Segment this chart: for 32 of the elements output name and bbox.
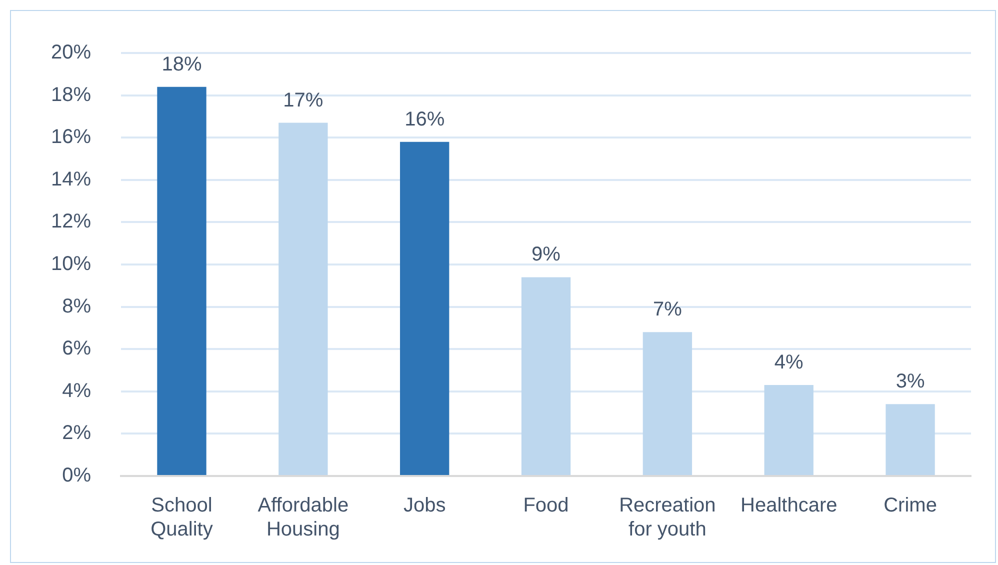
y-tick-label: 14% (51, 168, 92, 190)
bar (521, 277, 571, 475)
y-tick-label: 16% (51, 126, 92, 148)
x-tick-label: Affordable Housing (258, 494, 349, 541)
y-tick-label: 4% (62, 380, 92, 402)
bar (157, 86, 206, 475)
y-tick-label: 10% (51, 253, 92, 276)
data-label: 7% (652, 298, 682, 321)
data-label: 18% (162, 53, 202, 76)
bar (764, 385, 814, 475)
y-tick-label: 8% (62, 295, 92, 318)
y-tick-label: 18% (51, 84, 92, 106)
x-tick-label: Recreation for youth (619, 494, 716, 541)
bar (278, 122, 328, 475)
y-tick-label: 12% (51, 210, 92, 233)
data-label: 16% (404, 108, 445, 130)
y-tick-label: 0% (62, 464, 92, 487)
bar (400, 142, 450, 475)
data-label: 9% (532, 244, 561, 266)
y-tick-label: 6% (62, 338, 92, 360)
data-label: 3% (896, 370, 925, 393)
x-tick-label: Healthcare (740, 494, 838, 517)
data-label: 17% (283, 89, 324, 112)
bar (886, 404, 935, 475)
bar (642, 332, 692, 475)
y-tick-label: 20% (51, 42, 92, 64)
x-tick-label: Food (523, 494, 569, 517)
x-tick-label: School Quality (150, 494, 213, 541)
y-tick-label: 2% (62, 422, 92, 444)
data-label: 4% (774, 352, 804, 374)
x-tick-label: Crime (884, 494, 937, 517)
x-tick-label: Jobs (403, 494, 446, 517)
